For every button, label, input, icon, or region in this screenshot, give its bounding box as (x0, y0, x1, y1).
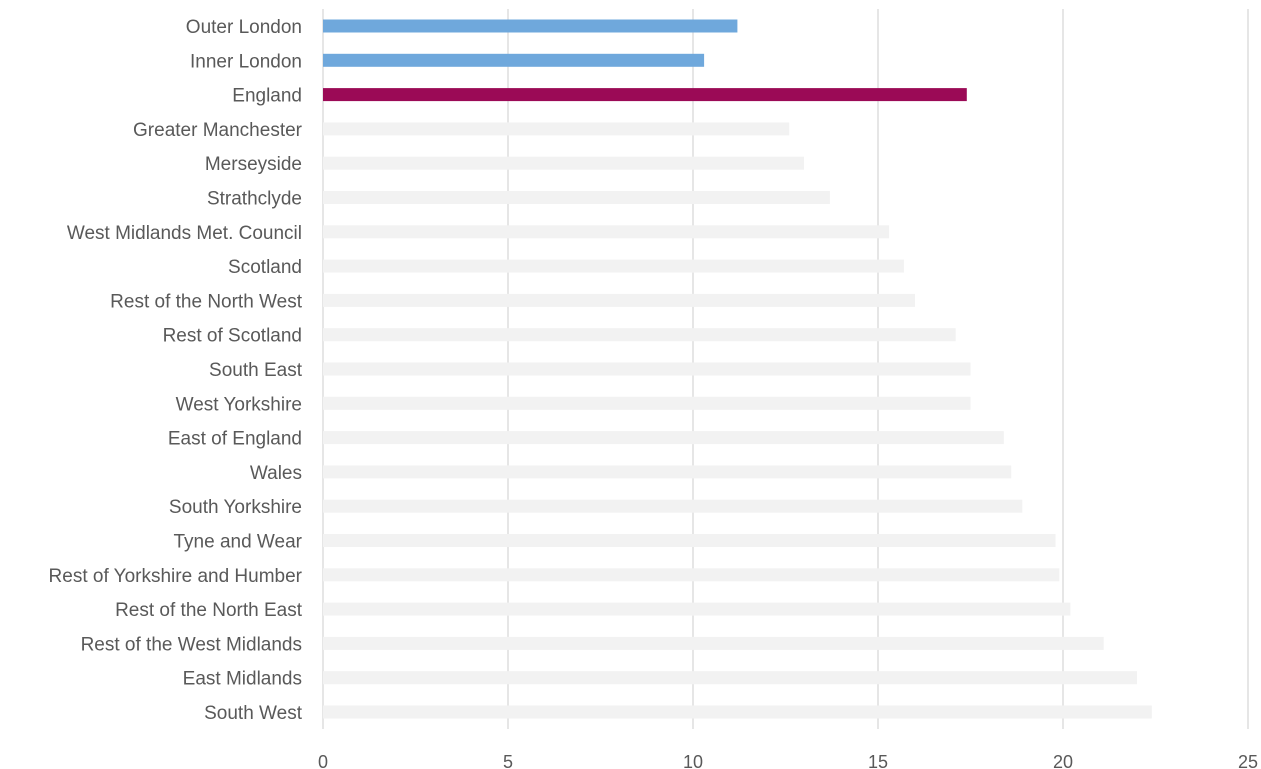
bar-west-yorkshire (323, 396, 971, 410)
category-label: Inner London (190, 51, 302, 72)
category-label: England (232, 86, 302, 107)
x-axis-tick-labels: 0 5 10 15 20 25 (318, 752, 1258, 769)
category-label: West Midlands Met. Council (67, 223, 302, 244)
bar-england (323, 88, 967, 102)
bar-inner-london (323, 53, 705, 67)
category-label: South Yorkshire (169, 497, 302, 518)
category-label: Tyne and Wear (173, 532, 302, 553)
bar-west-midlands-met-council (323, 225, 890, 239)
category-label: Greater Manchester (133, 120, 303, 141)
category-label: Rest of the North West (110, 291, 303, 312)
bars (323, 19, 1152, 719)
bar-south-east (323, 362, 971, 376)
x-tick-label-20: 20 (1053, 752, 1073, 769)
category-label: East of England (168, 429, 302, 450)
category-labels: Outer London Inner London England Greater M… (49, 17, 303, 724)
category-label: Merseyside (205, 154, 302, 175)
category-label: Outer London (186, 17, 302, 38)
category-label: Wales (250, 463, 302, 484)
category-label: West Yorkshire (176, 394, 302, 415)
category-label: Rest of Yorkshire and Humber (49, 566, 303, 587)
bar-wales (323, 465, 1012, 479)
bar-outer-london (323, 19, 738, 33)
bar-rest-of-the-north-west (323, 293, 915, 307)
bar-east-of-england (323, 431, 1004, 445)
x-tick-label-15: 15 (868, 752, 888, 769)
bar-tyne-and-wear (323, 534, 1056, 547)
category-label: Rest of the North East (115, 600, 303, 621)
category-label: Rest of the West Midlands (81, 634, 302, 655)
x-tick-label-25: 25 (1238, 752, 1258, 769)
x-tick-label-5: 5 (503, 752, 513, 769)
bar-rest-of-the-west-midlands (323, 636, 1104, 650)
bar-scotland (323, 259, 904, 273)
bar-south-west (323, 705, 1152, 719)
category-label: Rest of Scotland (163, 326, 302, 347)
category-label: South West (204, 703, 303, 724)
x-tick-label-10: 10 (683, 752, 703, 769)
bar-east-midlands (323, 671, 1137, 685)
bar-greater-manchester (323, 122, 790, 136)
category-label: South East (209, 360, 303, 381)
category-label: Strathclyde (207, 189, 302, 210)
bar-rest-of-the-north-east (323, 602, 1071, 616)
category-label: East Midlands (183, 669, 302, 690)
x-tick-label-0: 0 (318, 752, 328, 769)
bar-strathclyde (323, 191, 830, 204)
bar-rest-of-yorkshire-and-humber (323, 568, 1060, 582)
bar-rest-of-scotland (323, 328, 956, 342)
category-label: Scotland (228, 257, 302, 278)
bar-merseyside (323, 156, 804, 170)
bar-south-yorkshire (323, 499, 1023, 513)
